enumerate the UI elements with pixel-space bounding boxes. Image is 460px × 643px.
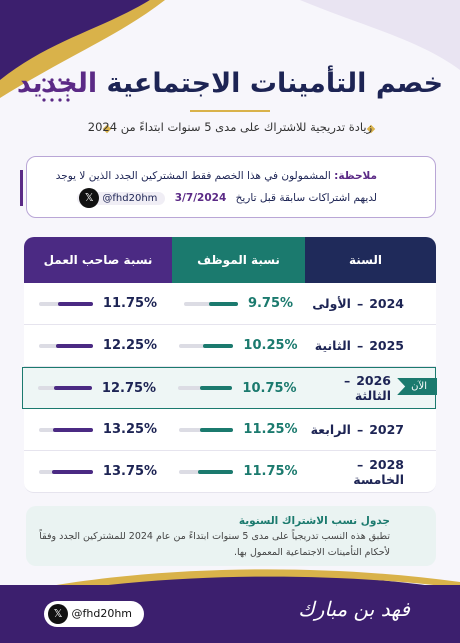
employer-cell: 13.25% <box>24 422 172 437</box>
title: خصم التأمينات الاجتماعية الجديد <box>0 68 460 99</box>
year: 2028 <box>369 456 404 472</box>
employee-cell: 10.75% <box>171 381 304 396</box>
year-cell: 2026–الثالثة <box>304 373 435 403</box>
employee-cell: 9.75% <box>172 296 305 311</box>
employee-bar <box>198 469 234 474</box>
title-highlight: الجديد <box>16 68 98 99</box>
note: ملاحظة: المشمولون في هذا الخصم فقط المشت… <box>26 156 436 218</box>
employer-cell: 13.75% <box>24 464 172 479</box>
employer-rate: 13.75% <box>102 464 158 479</box>
table-body: 2024–الأولى 9.75% 11.75% 2025–الثانية 10.25%… <box>22 283 437 493</box>
header-cell: نسبة الموظف <box>172 237 305 283</box>
year-cell: 2025–الثانية <box>305 338 436 353</box>
employer-cell: 11.75% <box>24 296 172 311</box>
year-cell: 2024–الأولى <box>305 296 436 311</box>
year-label: الثالثة <box>354 388 391 403</box>
separator: – <box>356 422 364 437</box>
employee-cell: 11.75% <box>172 464 305 479</box>
employee-bar <box>208 301 238 306</box>
separator: – <box>356 456 364 472</box>
info-title: جدول نسب الاشتراك السنوية <box>238 515 390 527</box>
bar-track <box>178 386 233 390</box>
table-row: 2027–الرابعة 11.25% 13.25% <box>24 409 436 451</box>
bar-track <box>37 386 92 390</box>
table-header: السنة نسبة الموظف نسبة صاحب العمل <box>24 237 436 283</box>
employee-bar <box>202 343 234 348</box>
year-label: الخامسة <box>353 471 404 487</box>
note-text: المشمولون في هذا الخصم فقط المشتركين الج… <box>55 170 377 204</box>
employee-rate: 10.25% <box>243 338 298 353</box>
bar-track <box>38 427 93 432</box>
header-cell: نسبة صاحب العمل <box>24 237 172 283</box>
year-label: الأولى <box>312 296 351 311</box>
footer: فهد بن مبارك 𝕏 @fhd20hm <box>0 585 460 643</box>
title-main: خصم التأمينات الاجتماعية <box>106 68 444 99</box>
separator: – <box>356 296 364 311</box>
employee-cell: 11.25% <box>172 422 305 437</box>
employee-bar <box>199 427 234 432</box>
subtitle: زيادة تدريجية للاشتراك على مدى 5 سنوات ا… <box>87 120 373 134</box>
employer-rate: 12.75% <box>101 380 157 396</box>
table-row: 2024–الأولى 9.75% 11.75% <box>24 283 436 325</box>
header-text: نسبة الموظف <box>197 253 280 267</box>
header-cell: السنة <box>305 237 436 283</box>
year: 2027 <box>369 422 404 437</box>
employee-rate: 10.75% <box>242 380 297 396</box>
note-handle: @fhd20hm <box>102 193 158 204</box>
employee-bar <box>200 386 233 390</box>
employee-rate: 9.75% <box>247 296 294 311</box>
bar-track <box>38 343 93 348</box>
employer-bar <box>53 386 92 390</box>
header-text: نسبة صاحب العمل <box>43 253 153 267</box>
employer-cell: 12.75% <box>23 381 171 396</box>
employer-rate: 13.25% <box>102 422 158 437</box>
bar-track <box>183 301 238 306</box>
table-row: 2028–الخامسة 11.75% 13.75% <box>24 451 436 493</box>
year-label: الرابعة <box>310 422 351 437</box>
info-text: تطبق هذه النسب تدريجياً على مدى 5 سنوات … <box>39 531 390 558</box>
table-row: 2026–الثالثة الآن 10.75% 12.75% <box>22 367 437 409</box>
header-text: السنة <box>349 253 383 267</box>
employer-bar <box>56 343 93 348</box>
bar-track <box>179 469 234 474</box>
employee-rate: 11.25% <box>243 422 298 437</box>
year-cell: 2027–الرابعة <box>305 422 436 437</box>
employer-bar <box>53 427 93 432</box>
employer-bar <box>57 301 93 306</box>
year: 2026 <box>356 373 391 388</box>
employer-rate: 12.25% <box>102 338 158 353</box>
separator: – <box>343 373 351 388</box>
year: 2025 <box>369 338 404 353</box>
info-box: جدول نسب الاشتراك السنوية تطبق هذه النسب … <box>26 506 436 566</box>
employer-cell: 12.25% <box>24 338 172 353</box>
footer-handle: @fhd20hm <box>71 607 133 620</box>
table: السنة نسبة الموظف نسبة صاحب العمل 2024–ا… <box>22 237 437 493</box>
employer-bar <box>51 469 93 474</box>
bar-track <box>179 427 234 432</box>
bar-track <box>38 469 93 474</box>
note-label: ملاحظة: <box>334 170 377 182</box>
table-row: 2025–الثانية 10.25% 12.25% <box>24 325 436 367</box>
bar-track <box>179 343 234 348</box>
employer-rate: 11.75% <box>102 296 158 311</box>
employee-cell: 10.25% <box>172 338 305 353</box>
current-badge: الآن <box>397 378 437 395</box>
year-label: الثانية <box>314 338 351 353</box>
year: 2024 <box>369 296 404 311</box>
employee-rate: 11.75% <box>243 464 298 479</box>
year-cell: 2028–الخامسة <box>305 457 436 487</box>
bar-track <box>38 301 93 306</box>
separator: – <box>356 338 364 353</box>
footer-author: فهد بن مبارك <box>298 597 410 621</box>
note-date: 3/7/2024 <box>174 192 227 204</box>
